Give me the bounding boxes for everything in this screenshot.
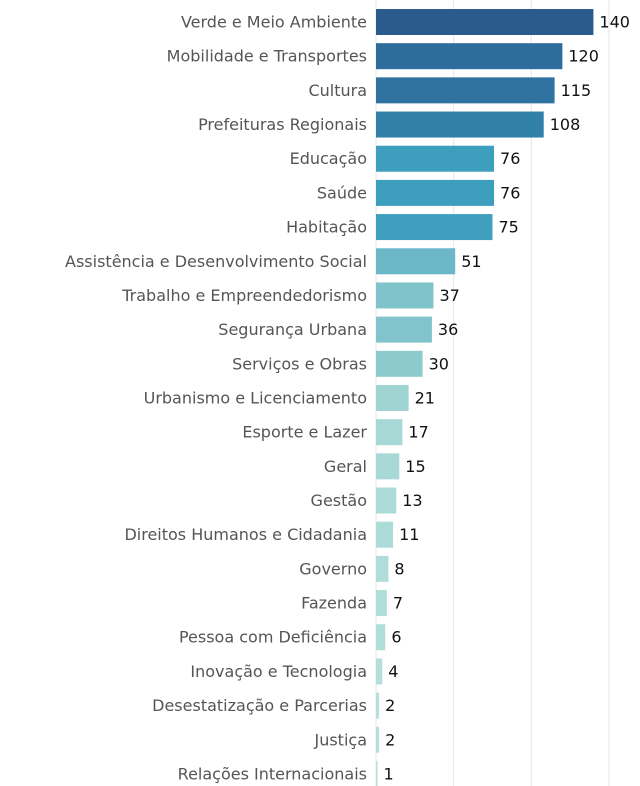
value-label: 13 (402, 491, 422, 510)
bar (376, 145, 495, 172)
value-label: 76 (500, 183, 520, 202)
category-label: Pessoa com Deficiência (179, 628, 367, 647)
bar (376, 179, 495, 206)
bar (376, 9, 594, 35)
category-label: Geral (324, 457, 367, 476)
category-label: Inovação e Tecnologia (190, 662, 367, 681)
category-label: Educação (290, 149, 367, 168)
bar (376, 77, 555, 104)
value-label: 15 (405, 457, 425, 476)
value-label: 7 (393, 594, 403, 613)
value-label: 75 (498, 218, 518, 237)
bar (376, 760, 378, 786)
bar (376, 453, 400, 480)
value-label: 76 (500, 149, 520, 168)
value-label: 17 (408, 423, 428, 442)
bar (376, 624, 386, 651)
value-label: 51 (461, 252, 481, 271)
bar (376, 111, 544, 138)
value-label: 30 (429, 354, 449, 373)
value-label: 1 (384, 764, 394, 783)
category-label: Mobilidade e Transportes (167, 47, 367, 66)
category-label: Saúde (317, 183, 367, 202)
category-label: Governo (299, 559, 367, 578)
bar (376, 282, 434, 309)
value-label: 140 (599, 13, 630, 32)
value-label: 8 (394, 559, 404, 578)
category-label: Justiça (313, 730, 367, 749)
bar (376, 214, 493, 241)
category-label: Esporte e Lazer (242, 423, 367, 442)
category-label: Gestão (311, 491, 367, 510)
category-label: Desestatização e Parcerias (152, 696, 367, 715)
value-label: 2 (385, 696, 395, 715)
value-label: 115 (561, 81, 592, 100)
category-label: Fazenda (301, 594, 367, 613)
category-label: Cultura (308, 81, 367, 100)
value-label: 21 (415, 388, 435, 407)
bar (376, 350, 423, 377)
bar (376, 590, 387, 617)
bar (376, 521, 394, 548)
bar (376, 316, 432, 343)
category-label: Prefeituras Regionais (198, 115, 367, 134)
value-label: 6 (391, 628, 401, 647)
category-label: Urbanismo e Licenciamento (144, 388, 367, 407)
category-label: Serviços e Obras (232, 354, 367, 373)
bar (376, 487, 397, 514)
category-label: Verde e Meio Ambiente (181, 13, 367, 32)
value-label: 11 (399, 525, 419, 544)
value-label: 108 (550, 115, 581, 134)
bar (376, 43, 563, 70)
category-label: Habitação (286, 218, 367, 237)
category-label: Assistência e Desenvolvimento Social (65, 252, 367, 271)
value-label: 120 (568, 47, 599, 66)
category-label: Segurança Urbana (218, 320, 367, 339)
category-label: Relações Internacionais (178, 764, 367, 783)
bar (376, 658, 383, 685)
bar (376, 248, 456, 275)
bar (376, 384, 409, 411)
value-label: 2 (385, 730, 395, 749)
bar (376, 555, 389, 582)
category-label: Trabalho e Empreendedorismo (121, 286, 367, 305)
bar (376, 419, 403, 446)
value-label: 4 (388, 662, 398, 681)
bar (376, 726, 380, 753)
value-label: 37 (439, 286, 459, 305)
value-label: 36 (438, 320, 458, 339)
bar (376, 692, 380, 719)
category-label: Direitos Humanos e Cidadania (124, 525, 367, 544)
